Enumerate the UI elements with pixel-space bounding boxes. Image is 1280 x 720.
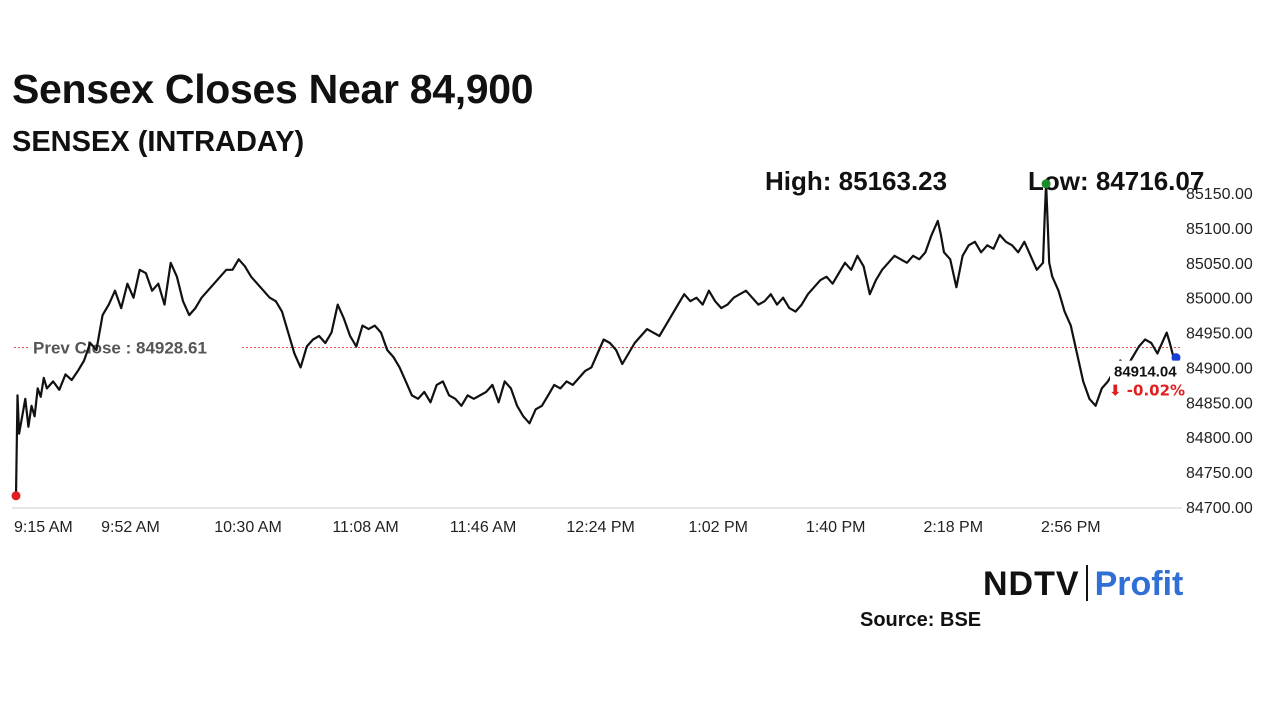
series-line: [14, 182, 1177, 496]
profit-logo-main: Profit: [1094, 565, 1184, 603]
profit-logo-text: Profit: [1095, 565, 1184, 603]
y-tick-label: 85000.00: [1186, 291, 1253, 308]
last-value-label: 84914.04: [1114, 364, 1177, 381]
y-tick-label: 85050.00: [1186, 256, 1253, 273]
high-stat: High: 85163.23: [765, 166, 948, 196]
source-note: Source: BSE: [860, 609, 982, 631]
headline: Sensex Closes Near 84,900: [12, 66, 534, 112]
prev-close-label-bg: [28, 336, 240, 359]
y-tick-label: 84850.00: [1186, 395, 1253, 412]
x-tick-label: 9:15 AM: [14, 519, 73, 536]
y-tick-label: 84800.00: [1186, 430, 1253, 447]
last-value-label-bg: [1110, 360, 1184, 401]
prev-close-label: Prev Close : 84928.61: [33, 338, 207, 357]
x-tick-label: 1:40 PM: [806, 519, 866, 536]
last-value-marker: [1171, 353, 1181, 363]
x-tick-label: 1:02 PM: [688, 519, 748, 536]
x-tick-label: 11:46 AM: [450, 519, 516, 536]
y-tick-label: 85100.00: [1186, 221, 1253, 238]
x-tick-label: 9:52 AM: [101, 519, 160, 536]
ndtv-logo-text: NDTV: [983, 565, 1080, 603]
chart-subtitle: SENSEX (INTRADAY): [12, 126, 305, 158]
y-tick-label: 84750.00: [1186, 465, 1253, 482]
y-axis: 84700.00 84750.00 84800.00 84850.00 84900.00…: [1186, 186, 1253, 517]
y-tick-label: 84900.00: [1186, 360, 1253, 377]
high-marker: [1041, 179, 1051, 189]
x-tick-label: 11:08 AM: [332, 519, 398, 536]
x-tick-label: 2:56 PM: [1041, 519, 1101, 536]
low-stat: Low: 84716.07: [1028, 166, 1205, 196]
change-label: ⬇ -0.02%: [1109, 382, 1185, 400]
x-axis: 9:15 AM 9:52 AM 10:30 AM 11:08 AM 11:46 AM 12…: [14, 519, 1101, 536]
logo-divider: [1085, 565, 1088, 601]
brand-logo: NDTV Profit: [983, 564, 1183, 604]
y-tick-label: 84700.00: [1186, 500, 1253, 517]
x-tick-label: 2:18 PM: [923, 519, 983, 536]
y-tick-label: 84950.00: [1186, 326, 1253, 343]
low-marker: [11, 491, 21, 501]
y-tick-label: 85150.00: [1186, 186, 1253, 203]
x-tick-label: 12:24 PM: [566, 519, 634, 536]
x-tick-label: 10:30 AM: [214, 519, 282, 536]
